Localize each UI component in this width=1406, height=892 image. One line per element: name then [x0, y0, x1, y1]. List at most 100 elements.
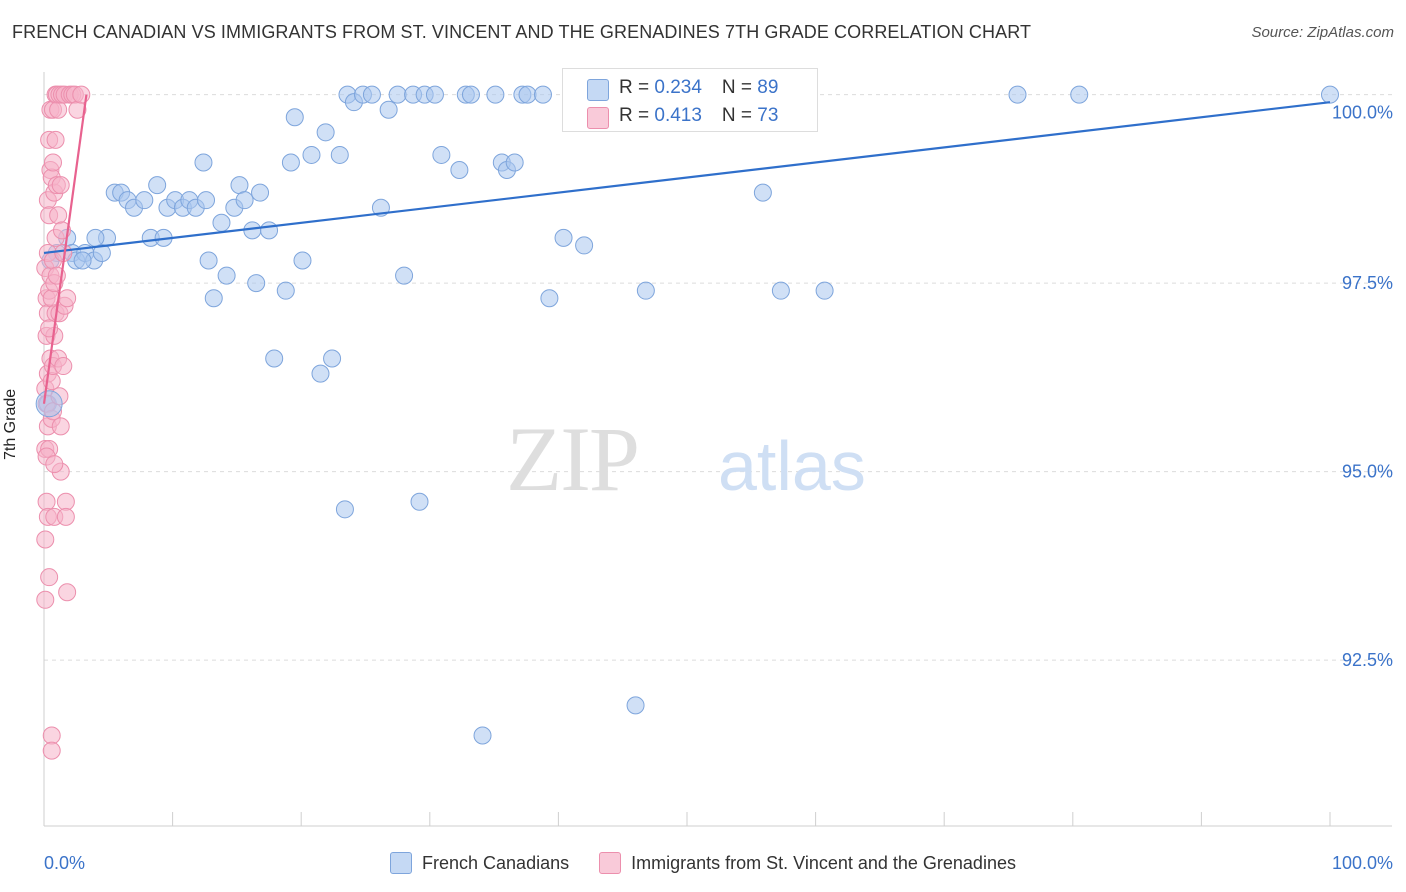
- point-french-canadians: [194, 153, 213, 172]
- point-french-canadians: [636, 281, 655, 300]
- point-french-canadians: [281, 153, 300, 172]
- stats-n-value: 73: [757, 105, 779, 126]
- point-french-canadians: [461, 85, 480, 104]
- point-immigrants: [56, 507, 75, 526]
- point-french-canadians: [243, 221, 262, 240]
- point-french-canadians: [335, 500, 354, 519]
- point-french-canadians: [1070, 85, 1089, 104]
- point-french-canadians: [197, 191, 216, 210]
- point-french-canadians: [450, 161, 469, 180]
- legend-swatch-pink: [599, 852, 622, 874]
- point-french-canadians: [554, 228, 573, 247]
- point-immigrants: [51, 176, 70, 195]
- y-tick-label: 97.5%: [1342, 273, 1393, 293]
- point-french-canadians: [626, 696, 645, 715]
- point-immigrants: [51, 417, 70, 436]
- point-french-canadians: [425, 85, 444, 104]
- data-points: [35, 85, 1339, 760]
- point-immigrants: [56, 492, 75, 511]
- point-french-canadians: [323, 349, 342, 368]
- point-french-canadians: [276, 281, 295, 300]
- point-french-canadians: [388, 85, 407, 104]
- trend-line-immigrants: [42, 94, 88, 404]
- point-french-canadians: [316, 123, 335, 142]
- point-french-canadians: [410, 492, 429, 511]
- point-french-canadians: [73, 251, 92, 270]
- point-immigrants: [72, 85, 91, 104]
- point-immigrants: [40, 568, 59, 587]
- stats-n-label: N =: [721, 77, 758, 98]
- point-french-canadians: [533, 85, 552, 104]
- point-french-canadians: [486, 85, 505, 104]
- stats-r-value: 0.234: [654, 77, 702, 98]
- point-french-canadians: [217, 266, 236, 285]
- point-french-canadians: [148, 176, 167, 195]
- point-french-canadians: [135, 191, 154, 210]
- point-french-canadians: [212, 213, 231, 232]
- point-immigrants: [42, 741, 61, 760]
- x-tick-label: 100.0%: [1332, 853, 1393, 873]
- point-french-canadians: [230, 176, 249, 195]
- point-immigrants: [37, 492, 56, 511]
- point-french-canadians: [1321, 85, 1339, 104]
- point-french-canadians: [86, 228, 105, 247]
- point-immigrants: [45, 455, 64, 474]
- point-french-canadians: [815, 281, 834, 300]
- point-french-canadians: [302, 145, 321, 164]
- stats-row-immigrants: R = 0.413 N = 73: [587, 105, 779, 129]
- point-french-canadians: [518, 85, 537, 104]
- trend-lines: [42, 94, 1331, 404]
- point-french-canadians: [1008, 85, 1027, 104]
- grid-lines: [44, 94, 1392, 661]
- source-note: Source: ZipAtlas.com: [1251, 24, 1394, 41]
- point-immigrants: [49, 100, 68, 119]
- y-tick-label: 92.5%: [1342, 650, 1393, 670]
- stats-r-value: 0.413: [654, 105, 702, 126]
- stats-swatch-blue: [587, 79, 609, 101]
- stats-r-label: R =: [619, 105, 655, 126]
- y-tick-label: 95.0%: [1342, 462, 1393, 482]
- legend-item-french-canadians[interactable]: French Canadians: [390, 852, 569, 874]
- point-french-canadians: [199, 251, 218, 270]
- point-french-canadians: [362, 85, 381, 104]
- stats-r-label: R =: [619, 77, 655, 98]
- point-immigrants: [36, 530, 55, 549]
- point-french-canadians: [204, 289, 223, 308]
- point-immigrants: [58, 583, 77, 602]
- stats-swatch-pink: [587, 107, 609, 129]
- legend-item-immigrants[interactable]: Immigrants from St. Vincent and the Gren…: [599, 852, 1016, 874]
- point-immigrants: [54, 357, 73, 376]
- y-tick-label: 100.0%: [1332, 103, 1393, 123]
- point-french-canadians: [35, 390, 63, 418]
- chart-legend: French Canadians Immigrants from St. Vin…: [0, 852, 1406, 874]
- trend-line-french-canadians: [43, 101, 1331, 255]
- stats-row-french-canadians: R = 0.234 N = 89: [587, 77, 779, 101]
- watermark-zip: ZIP: [506, 408, 638, 510]
- correlation-stats-box: R = 0.234 N = 89 R = 0.413 N = 73: [562, 68, 818, 132]
- point-immigrants: [44, 153, 63, 172]
- point-french-canadians: [293, 251, 312, 270]
- point-french-canadians: [505, 153, 524, 172]
- point-immigrants: [42, 726, 61, 745]
- point-french-canadians: [432, 145, 451, 164]
- point-french-canadians: [235, 191, 254, 210]
- point-french-canadians: [260, 221, 279, 240]
- point-french-canadians: [247, 274, 266, 293]
- point-french-canadians: [251, 183, 270, 202]
- legend-label: Immigrants from St. Vincent and the Gren…: [631, 852, 1016, 873]
- point-immigrants: [49, 206, 68, 225]
- stats-n-value: 89: [757, 77, 779, 98]
- point-french-canadians: [285, 108, 304, 127]
- chart-title: FRENCH CANADIAN VS IMMIGRANTS FROM ST. V…: [12, 22, 1032, 42]
- legend-swatch-blue: [390, 852, 413, 874]
- point-french-canadians: [473, 726, 492, 745]
- watermark: ZIP atlas: [506, 408, 866, 510]
- point-french-canadians: [771, 281, 790, 300]
- point-french-canadians: [330, 145, 349, 164]
- point-french-canadians: [753, 183, 772, 202]
- point-french-canadians: [379, 100, 398, 119]
- x-tick-label: 0.0%: [44, 853, 85, 873]
- point-french-canadians: [395, 266, 414, 285]
- point-french-canadians: [311, 364, 330, 383]
